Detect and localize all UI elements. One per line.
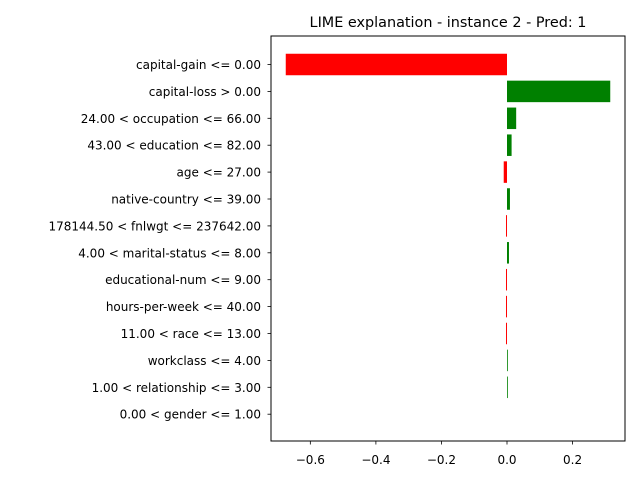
x-tick-label-4: 0.2	[563, 453, 582, 467]
bar-1	[507, 80, 611, 103]
bar-6	[506, 215, 507, 237]
y-tick-label-10: 11.00 < race <= 13.00	[121, 327, 261, 341]
y-tick-label-9: hours-per-week <= 40.00	[106, 300, 261, 314]
chart-title: LIME explanation - instance 2 - Pred: 1	[310, 15, 587, 31]
y-tick-label-13: 0.00 < gender <= 1.00	[120, 408, 261, 422]
x-tick-label-2: −0.2	[427, 453, 456, 467]
y-tick-label-0: capital-gain <= 0.00	[136, 58, 261, 72]
bar-10	[506, 322, 507, 345]
x-tick-label-1: −0.4	[361, 453, 390, 467]
bar-11	[507, 349, 508, 372]
y-tick-label-11: workclass <= 4.00	[148, 354, 261, 368]
bar-0	[285, 53, 507, 76]
bar-2	[507, 107, 517, 130]
y-tick-label-5: native-country <= 39.00	[111, 193, 261, 207]
y-tick-label-1: capital-loss > 0.00	[149, 85, 261, 99]
bar-9	[506, 295, 507, 318]
bar-7	[507, 242, 509, 264]
y-tick-label-8: educational-num <= 9.00	[105, 273, 261, 287]
y-tick-labels: capital-gain <= 0.00 capital-loss > 0.00 2…	[48, 58, 271, 422]
y-tick-label-12: 1.00 < relationship <= 3.00	[92, 381, 261, 395]
bar-12	[507, 376, 508, 399]
bar-8	[506, 268, 507, 291]
y-tick-label-3: 43.00 < education <= 82.00	[87, 139, 261, 153]
bars-layer	[285, 53, 611, 399]
bar-5	[507, 188, 510, 210]
x-tick-label-0: −0.6	[296, 453, 325, 467]
x-tick-label-3: 0.0	[497, 453, 516, 467]
y-tick-label-7: 4.00 < marital-status <= 8.00	[78, 246, 261, 260]
y-tick-label-6: 178144.50 < fnlwgt <= 237642.00	[48, 219, 261, 233]
bar-4	[503, 161, 507, 183]
x-axis-ticks: −0.6 −0.4 −0.2 0.0 0.2	[296, 441, 582, 467]
plot-frame	[270, 35, 626, 442]
y-tick-label-2: 24.00 < occupation <= 66.00	[81, 112, 261, 126]
bar-3	[507, 134, 512, 156]
y-tick-label-4: age <= 27.00	[177, 166, 261, 180]
